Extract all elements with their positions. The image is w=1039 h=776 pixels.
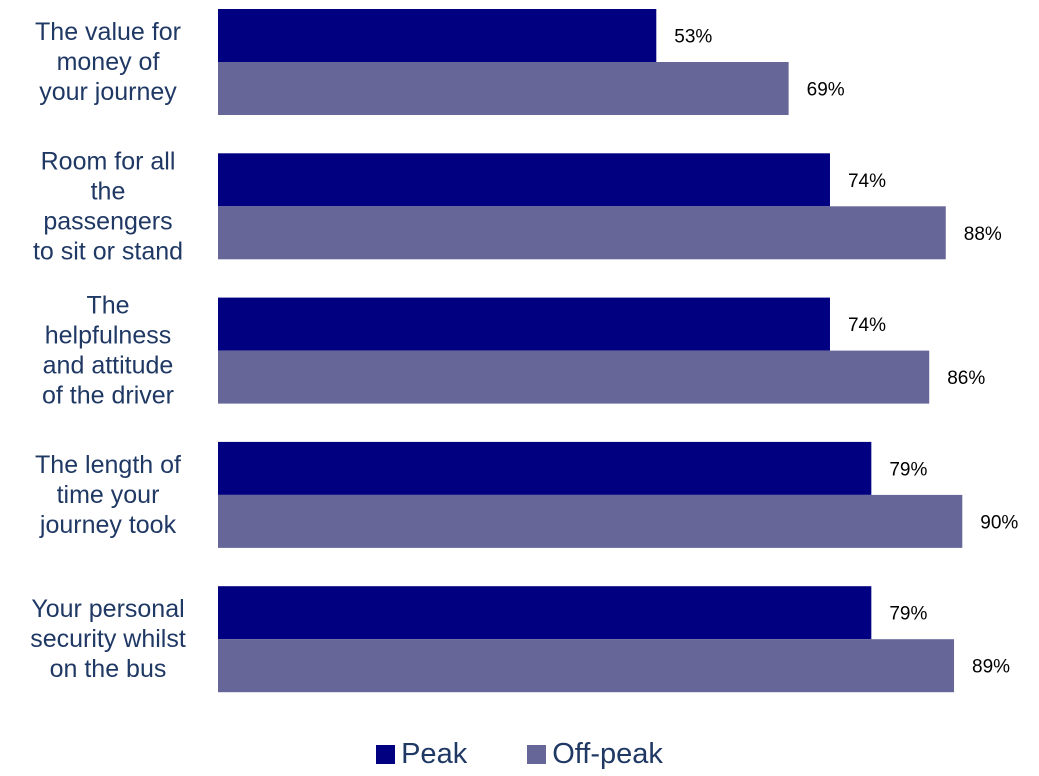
data-label-off-peak: 89% [972, 657, 1010, 678]
bar-peak [218, 9, 657, 62]
legend: Peak Off-peak [0, 734, 1039, 774]
category-label-line: time your [57, 481, 160, 509]
bar-off-peak [218, 494, 963, 548]
category-label-line: security whilst [30, 625, 186, 653]
bar-off-peak [218, 206, 946, 260]
data-label-off-peak: 86% [947, 368, 985, 389]
category-label-line: of the driver [42, 382, 174, 410]
category-label-line: on the bus [50, 655, 167, 683]
category-label-line: money of [57, 48, 160, 76]
data-label-off-peak: 90% [980, 512, 1018, 533]
data-label-peak: 74% [848, 171, 886, 192]
category-label: The length of time your journey took [35, 451, 181, 539]
bar-peak [218, 586, 872, 640]
category-group: 74% 86% The helpfulness and attitude of the d… [42, 292, 985, 410]
category-label-line: Room for all [41, 147, 176, 175]
category-label-line: The [86, 292, 129, 320]
data-label-peak: 53% [674, 27, 712, 48]
data-label-peak: 79% [889, 459, 927, 480]
category-label: Your personal security whilst on the bus [30, 595, 186, 683]
legend-item-peak: Peak [376, 738, 467, 771]
bar-off-peak [218, 639, 955, 693]
bar-peak [218, 297, 830, 351]
category-label-line: and attitude [43, 352, 174, 380]
category-label-line: to sit or stand [33, 237, 183, 265]
category-label: The helpfulness and attitude of the driver [42, 292, 174, 410]
bar-peak [218, 153, 830, 207]
category-label-line: helpfulness [45, 322, 171, 350]
data-label-off-peak: 88% [964, 224, 1002, 245]
legend-swatch-peak [376, 744, 396, 764]
data-label-peak: 74% [848, 315, 886, 336]
category-label-line: journey took [39, 511, 177, 539]
legend-label-peak: Peak [401, 737, 468, 770]
category-group: 74% 88% Room for all the passengers to sit or… [33, 147, 1002, 265]
category-group: 79% 90% The length of time your journey took [35, 441, 1018, 548]
legend-label-off-peak: Off-peak [552, 737, 663, 770]
category-label-line: The length of [35, 451, 181, 479]
data-label-peak: 79% [889, 604, 927, 625]
category-label-line: the [91, 177, 126, 205]
legend-swatch-off-peak [527, 744, 547, 764]
category-label-line: The value for [35, 18, 181, 46]
category-label-line: Your personal [31, 595, 184, 623]
category-group: 79% 89% Your personal security whilst on the… [30, 586, 1010, 693]
category-label-line: passengers [43, 207, 172, 235]
legend-item-off-peak: Off-peak [527, 738, 663, 771]
bar-peak [218, 441, 872, 495]
category-group: 53% 69% The value for money of your journey [35, 9, 845, 115]
data-label-off-peak: 69% [807, 80, 845, 101]
bar-off-peak [218, 350, 930, 404]
category-label: Room for all the passengers to sit or stand [33, 147, 183, 265]
category-label: The value for money of your journey [35, 18, 181, 106]
category-label-line: your journey [39, 78, 177, 106]
bar-off-peak [218, 62, 789, 115]
